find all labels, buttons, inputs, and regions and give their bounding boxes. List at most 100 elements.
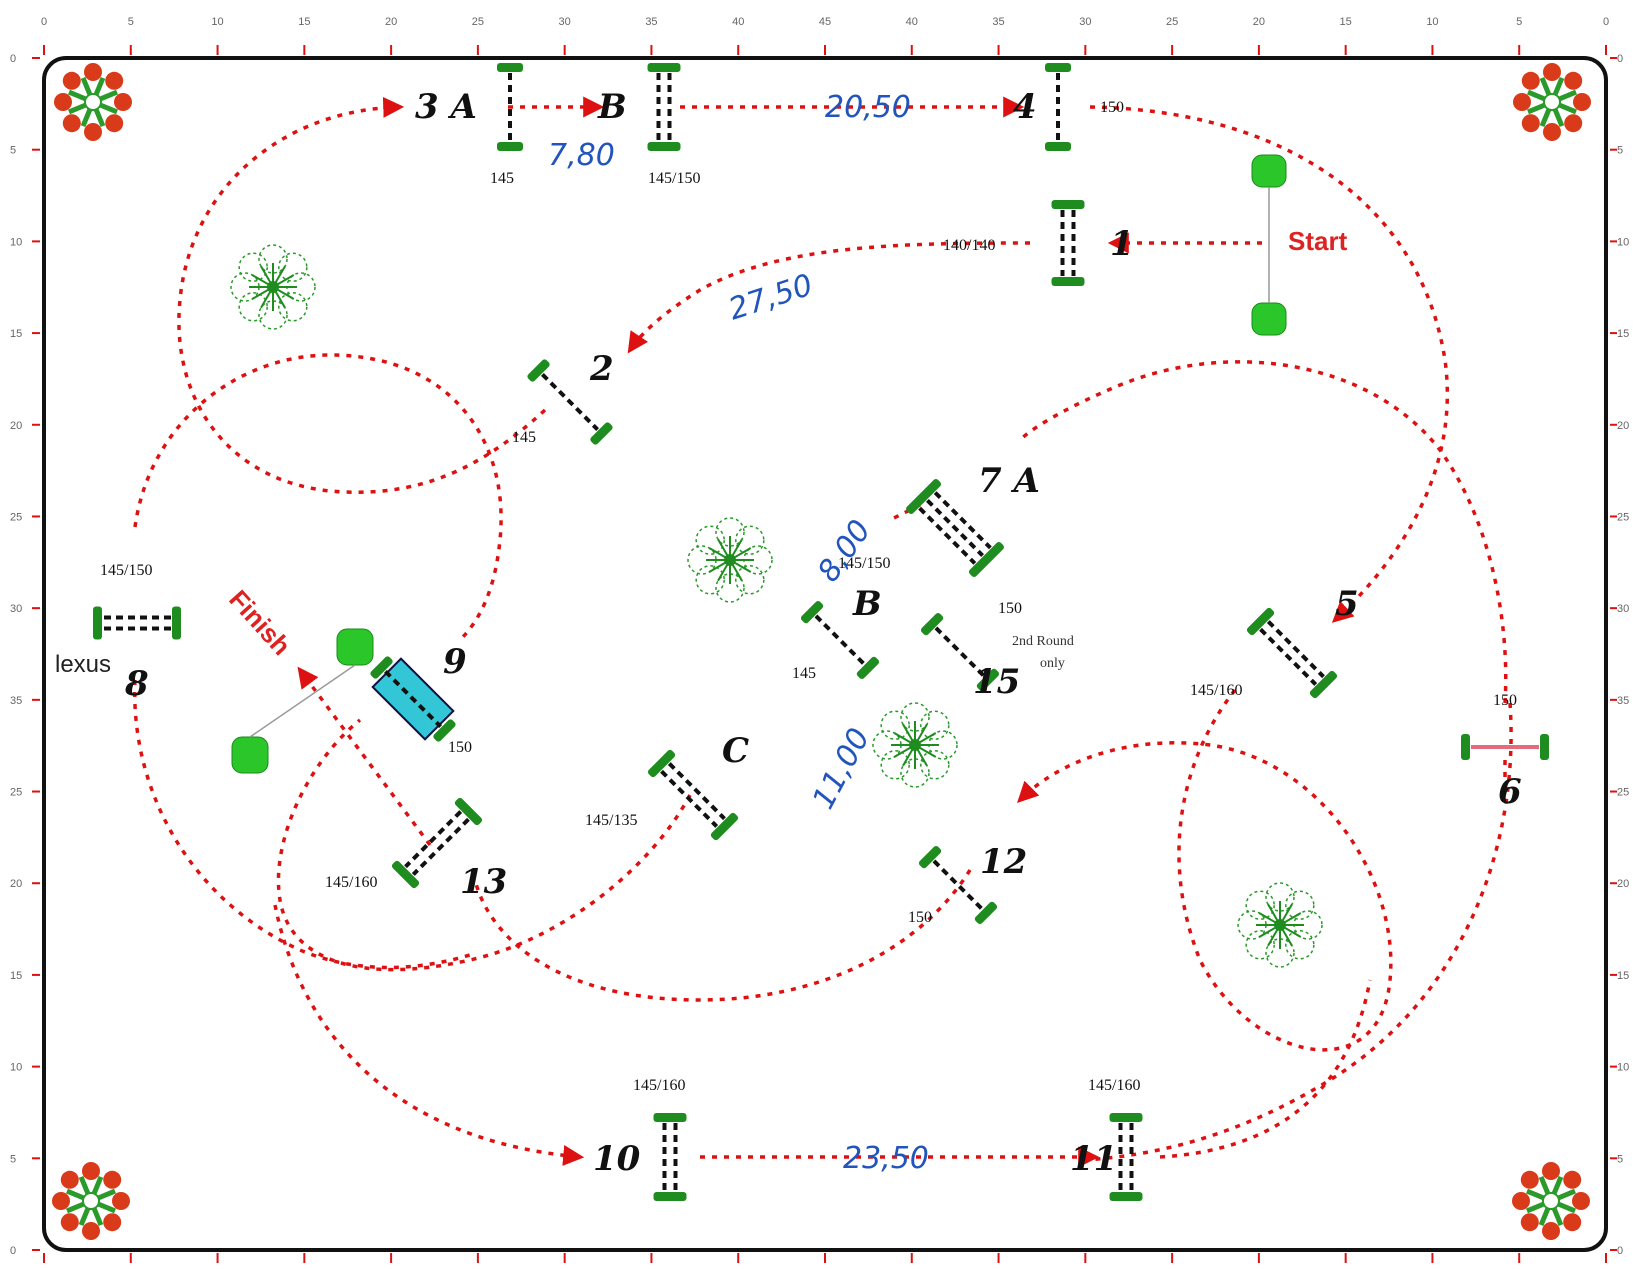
jump-pole xyxy=(384,670,442,728)
jump-height: 145/135 xyxy=(585,812,637,829)
petal xyxy=(1564,71,1583,90)
foliage xyxy=(1265,938,1295,968)
tree-icon xyxy=(1237,882,1323,968)
jump-height: 150 xyxy=(908,909,932,926)
jump-pole xyxy=(918,506,977,565)
foliage xyxy=(1245,890,1275,920)
petal xyxy=(82,1222,100,1240)
jump-height: 150 xyxy=(1493,692,1517,709)
ruler-tick-label: 15 xyxy=(298,16,310,28)
jump-height: 145/160 xyxy=(633,1077,685,1094)
jump-wing xyxy=(1246,607,1275,636)
tree-icon xyxy=(687,517,773,603)
petal xyxy=(82,1162,100,1180)
ruler-tick-label: 15 xyxy=(10,328,22,340)
petal xyxy=(52,1192,70,1210)
jump-pole xyxy=(1266,620,1325,679)
distance-label: 7,80 xyxy=(548,138,615,173)
ruler-tick-label: 30 xyxy=(1079,16,1091,28)
ruler-tick-label: 15 xyxy=(10,970,22,982)
jump-3b xyxy=(647,63,681,151)
jump-number: 2 xyxy=(589,349,614,389)
jump-wing xyxy=(800,600,824,624)
jump-wing xyxy=(497,63,523,72)
foliage xyxy=(900,702,930,732)
jump-wing xyxy=(497,142,523,151)
ruler-left: 0 5 10 15 20 25 30 35 25 20 15 10 5 0 xyxy=(10,53,40,1257)
ruler-tick-label: 20 xyxy=(1617,878,1629,890)
ruler-tick-label: 20 xyxy=(1253,16,1265,28)
ruler-tick-label: 20 xyxy=(10,878,22,890)
jump-wing xyxy=(1051,277,1085,286)
jump-11 xyxy=(1109,1113,1143,1201)
jump-wing xyxy=(527,359,550,382)
ruler-tick-label: 30 xyxy=(10,603,22,615)
jump-wing xyxy=(918,845,942,869)
jump-pole xyxy=(660,769,719,828)
foliage xyxy=(880,750,910,780)
flower-center xyxy=(1542,1192,1560,1210)
ruler-tick-label: 25 xyxy=(472,16,484,28)
jump-15 xyxy=(920,612,1000,692)
jump-wing xyxy=(1045,142,1071,151)
jump-pole xyxy=(933,491,992,550)
round-note: only xyxy=(1040,656,1065,671)
jump-height: 145 xyxy=(490,170,514,187)
jump-3a xyxy=(497,63,523,151)
jump-height: 145/160 xyxy=(1088,1077,1140,1094)
distance-label: 27,50 xyxy=(725,268,818,328)
jump-pole xyxy=(404,810,463,869)
petal xyxy=(1520,1213,1539,1232)
ruler-tick-label: 25 xyxy=(10,511,22,523)
ruler-tick-label: 35 xyxy=(10,695,22,707)
jump-number: B xyxy=(597,87,627,127)
jump-10 xyxy=(653,1113,687,1201)
finish-line xyxy=(231,628,374,774)
foliage xyxy=(715,573,745,603)
petal xyxy=(1564,114,1583,133)
jump-wing xyxy=(856,656,880,680)
foliage xyxy=(238,292,268,322)
foliage xyxy=(880,710,910,740)
ruler-tick-label: 10 xyxy=(1617,1062,1629,1074)
trunk xyxy=(267,281,279,293)
jump-wing xyxy=(1051,200,1085,209)
foliage xyxy=(920,750,950,780)
jump-wing xyxy=(172,606,181,640)
petal xyxy=(1520,1170,1539,1189)
jump-wing xyxy=(710,812,739,841)
jump-number: 10 xyxy=(593,1139,641,1179)
petal xyxy=(60,1170,79,1189)
jump-13 xyxy=(391,797,483,889)
ruler-tick-label: 30 xyxy=(559,16,571,28)
petal xyxy=(105,114,124,133)
ruler-tick-label: 10 xyxy=(10,1062,22,1074)
ruler-tick-label: 10 xyxy=(1617,236,1629,248)
jump-9 xyxy=(370,656,456,742)
distance-label: 23,50 xyxy=(843,1141,929,1176)
ruler-tick-label: 25 xyxy=(1617,511,1629,523)
tree-icon xyxy=(230,244,316,330)
foliage xyxy=(1265,882,1295,912)
ruler-tick-label: 0 xyxy=(1617,1245,1623,1257)
jump-height: 150 xyxy=(448,739,472,756)
sponsor-label: lexus xyxy=(55,651,111,678)
ruler-tick-label: 30 xyxy=(1617,603,1629,615)
foliage xyxy=(278,252,308,282)
jump-pole xyxy=(1259,627,1318,686)
jump-7c xyxy=(647,749,739,841)
ruler-tick-label: 15 xyxy=(1340,16,1352,28)
ruler-bottom xyxy=(43,1253,1607,1263)
jump-number: 8 xyxy=(124,664,149,704)
petal xyxy=(60,1213,79,1232)
jump-wing xyxy=(1109,1192,1143,1201)
foliage xyxy=(920,710,950,740)
ruler-tick-label: 35 xyxy=(645,16,657,28)
jump-wing xyxy=(93,606,102,640)
ruler-tick-label: 35 xyxy=(992,16,1004,28)
jump-height: 140/140 xyxy=(943,237,995,254)
petal xyxy=(62,71,81,90)
petal xyxy=(1572,1192,1590,1210)
jump-wing xyxy=(433,719,456,742)
petal xyxy=(1521,114,1540,133)
